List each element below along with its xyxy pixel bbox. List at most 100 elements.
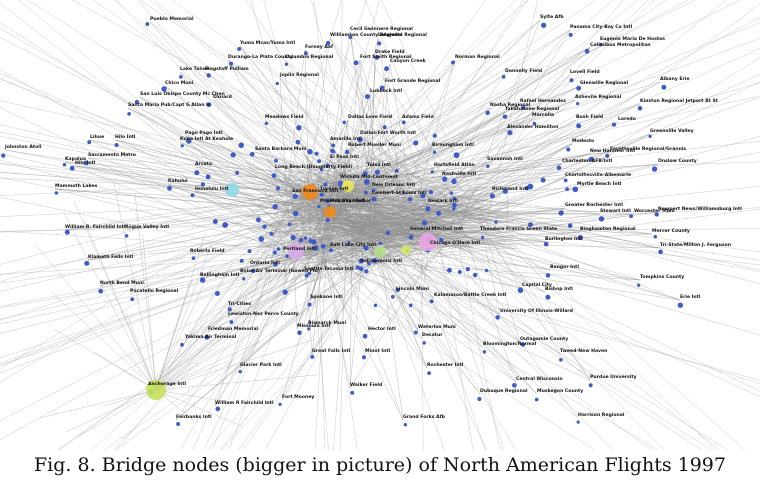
airport-node <box>292 193 298 200</box>
airport-node <box>453 152 460 159</box>
airport-label: Donnelly Field <box>505 68 542 74</box>
bridge-node <box>401 245 411 255</box>
edge <box>155 341 207 391</box>
airport-label: Johnston Atoll <box>4 144 42 150</box>
edge <box>321 153 493 221</box>
edge <box>27 0 315 181</box>
edge <box>155 284 190 391</box>
airport-node <box>310 354 315 359</box>
edge <box>373 203 493 227</box>
airport-node <box>382 125 387 130</box>
airport-label: Greater Rochester Intl <box>565 202 623 208</box>
airport-label: Fort Smith Regional <box>360 54 412 60</box>
edge <box>74 165 315 198</box>
airport-node <box>331 143 336 148</box>
edge <box>155 191 336 391</box>
airport-node <box>637 105 643 111</box>
edge <box>155 346 225 391</box>
airport-node <box>215 406 221 412</box>
airport-node <box>258 236 265 242</box>
airport-node <box>255 217 261 223</box>
edge <box>113 182 157 391</box>
airport-label: Honolulu Intl <box>195 186 229 192</box>
airport-node <box>422 341 426 345</box>
edge <box>352 161 760 177</box>
airport-label: San Luis Obispo County Mc Chen <box>140 91 225 97</box>
edge <box>150 0 352 173</box>
edge <box>64 161 296 258</box>
edge <box>307 211 312 277</box>
edge <box>0 232 401 366</box>
edge <box>358 209 381 223</box>
airport-node <box>320 243 326 249</box>
airport-node <box>568 32 573 37</box>
airport-node <box>371 188 376 193</box>
edge <box>155 261 260 391</box>
airport-label: Stewart Intl <box>600 208 631 214</box>
airport-label: Lambert-St Louis Intl <box>372 190 427 196</box>
figure-caption: Fig. 8. Bridge nodes (bigger in picture)… <box>34 454 726 476</box>
edge <box>0 69 302 245</box>
edge <box>341 196 472 262</box>
nodes <box>1 22 684 427</box>
airport-node <box>512 382 517 388</box>
airport-label: Dallas/Fort Worth Intl <box>360 130 416 136</box>
airport-node <box>186 138 192 144</box>
edge <box>260 197 378 235</box>
edge <box>337 208 428 369</box>
airport-label: Salt Lake City Intl <box>330 242 376 248</box>
airport-node <box>364 190 368 195</box>
airport-node <box>556 165 562 171</box>
airport-label: Decatur <box>422 332 443 338</box>
airport-label: Dubuque Regional <box>480 388 528 394</box>
airport-node <box>273 262 278 267</box>
edge <box>416 221 653 235</box>
edge <box>351 85 581 184</box>
airport-node <box>403 423 408 427</box>
airport-label: Birmingham Intl <box>432 142 474 148</box>
airport-label: Norman Regional <box>455 54 500 60</box>
airport-node <box>319 192 324 197</box>
airport-node <box>378 241 383 246</box>
edge <box>4 149 341 213</box>
airport-label: Phoenix Sky Harbor <box>320 198 372 204</box>
edge <box>359 59 408 211</box>
airport-node <box>227 307 232 312</box>
edge <box>155 360 229 391</box>
edge <box>374 223 398 228</box>
bridge-node <box>419 233 437 251</box>
airport-node <box>303 236 308 240</box>
airport-label: Yakima Air Terminal <box>184 334 237 340</box>
airport-node <box>180 144 184 148</box>
airport-node <box>304 273 309 278</box>
airport-node <box>442 176 448 182</box>
edge <box>438 219 665 450</box>
airport-label: Pago Pago Intl <box>185 130 223 136</box>
airport-node <box>558 210 564 216</box>
edge <box>431 224 661 249</box>
edge <box>281 230 387 401</box>
edge <box>347 230 401 245</box>
airport-node <box>452 202 457 208</box>
edge <box>377 233 404 421</box>
edge <box>287 81 661 194</box>
airport-node <box>179 75 183 79</box>
airport-node <box>427 371 432 375</box>
edge <box>475 200 486 203</box>
edge <box>0 221 487 325</box>
airport-label: Theodore Francis Green State <box>480 226 557 232</box>
edge <box>0 209 458 359</box>
edge <box>103 230 420 450</box>
airport-node <box>543 241 549 247</box>
edge <box>331 161 342 171</box>
airport-node <box>420 193 426 199</box>
airport-label: New Hanover Intl <box>590 148 635 154</box>
airport-label: Tucson Intl <box>320 186 349 192</box>
edge <box>433 186 760 220</box>
airport-label: Lincoln Muni <box>396 286 429 292</box>
edge <box>334 203 399 210</box>
edge <box>395 191 431 203</box>
airport-node <box>576 123 582 129</box>
edge <box>388 248 487 450</box>
airport-node <box>353 60 359 66</box>
